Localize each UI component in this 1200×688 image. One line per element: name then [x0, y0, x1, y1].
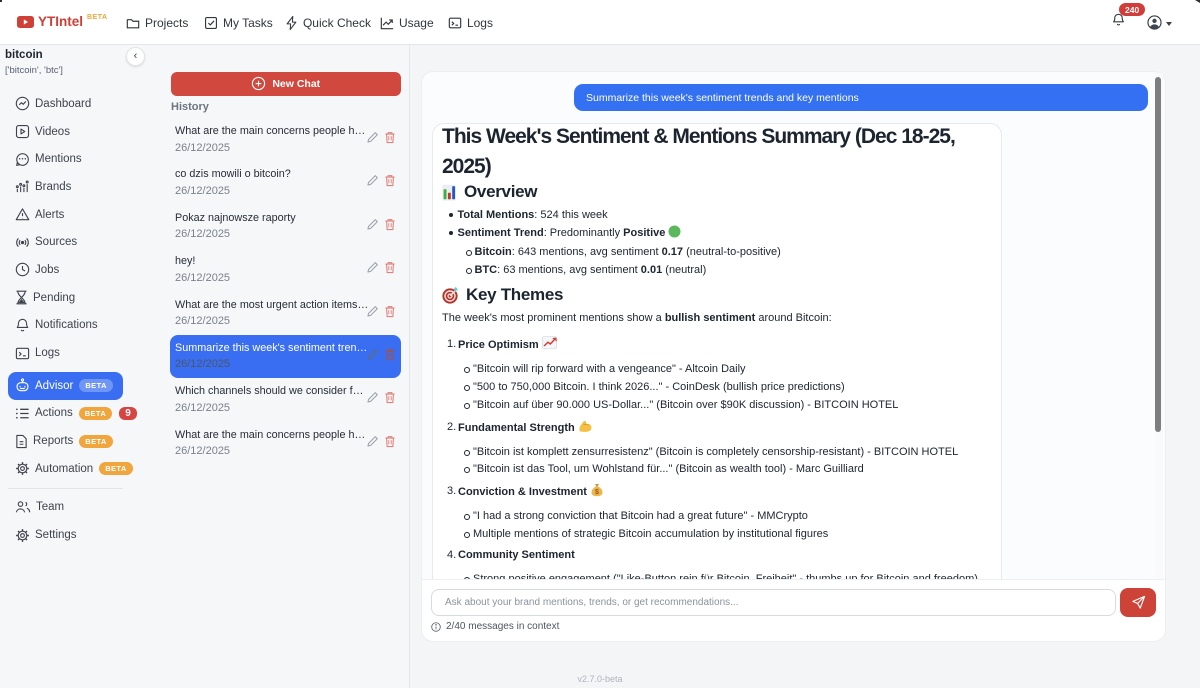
svg-text:$: $ [595, 489, 599, 496]
